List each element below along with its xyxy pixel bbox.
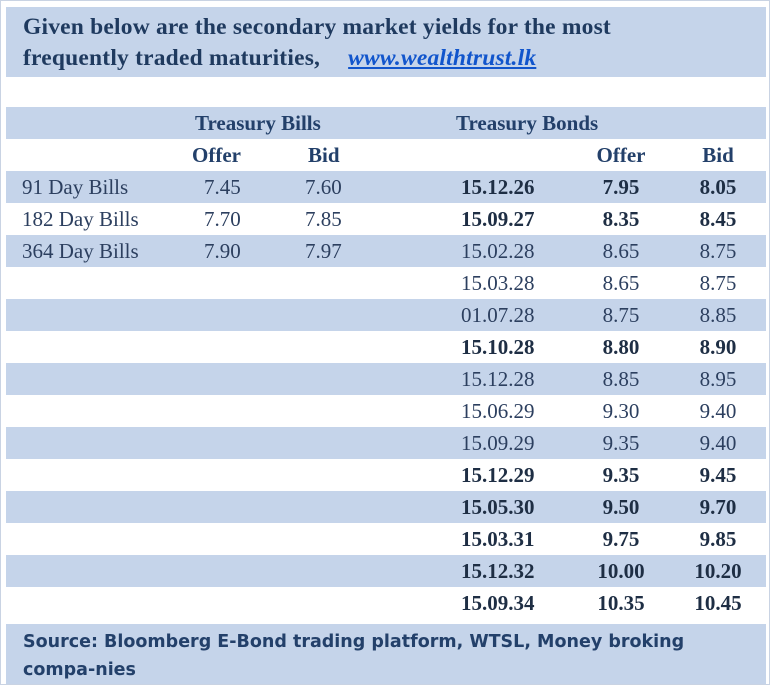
bond-maturity: 15.12.29 (461, 463, 535, 487)
bond-maturity: 15.12.32 (461, 559, 535, 583)
bond-offer: 9.30 (602, 399, 640, 423)
bond-offer: 8.85 (602, 367, 640, 391)
bond-offer: 10.00 (597, 559, 645, 583)
bond-maturity: 15.06.29 (461, 399, 535, 423)
bond-maturity: 01.07.28 (461, 303, 535, 327)
table-row: 15.09.34 10.35 10.45 (6, 587, 766, 619)
bond-bid: 8.45 (699, 207, 737, 231)
table-row: 15.12.29 9.35 9.45 (6, 459, 766, 491)
bond-offer: 8.75 (602, 303, 640, 327)
bond-maturity: 15.09.29 (461, 431, 535, 455)
bond-bid: 8.75 (699, 239, 737, 263)
table-row: 364 Day Bills 7.90 7.97 15.02.28 8.65 8.75 (6, 235, 766, 267)
table-row: 15.12.28 8.85 8.95 (6, 363, 766, 395)
table-row: 182 Day Bills 7.70 7.85 15.09.27 8.35 8.45 (6, 203, 766, 235)
bond-offer: 9.35 (602, 463, 640, 487)
bond-bid: 10.20 (694, 559, 742, 583)
table-row: 15.10.28 8.80 8.90 (6, 331, 766, 363)
bond-bid: 9.85 (699, 527, 737, 551)
bonds-offer-header: Offer (596, 143, 646, 167)
bond-maturity: 15.03.31 (461, 527, 535, 551)
bond-maturity: 15.02.28 (461, 239, 535, 263)
treasury-bills-title: Treasury Bills (195, 111, 321, 135)
heading-line-2: frequently traded maturities, www.wealtht… (23, 43, 754, 74)
website-link[interactable]: www.wealthtrust.lk (348, 45, 537, 71)
bond-offer: 9.35 (602, 431, 640, 455)
table-row: 15.03.28 8.65 8.75 (6, 267, 766, 299)
bills-offer-header: Offer (192, 143, 241, 167)
section-title-row: Treasury Bills Treasury Bonds (6, 107, 766, 139)
table-row: 15.06.29 9.30 9.40 (6, 395, 766, 427)
bond-bid: 9.40 (699, 399, 737, 423)
treasury-bonds-title: Treasury Bonds (456, 111, 599, 135)
bill-label: 91 Day Bills (22, 175, 129, 199)
bond-bid: 8.05 (699, 175, 737, 199)
bill-offer: 7.70 (204, 207, 241, 231)
spacer (6, 77, 766, 107)
heading-line-1: Given below are the secondary market yie… (23, 14, 611, 40)
bond-maturity: 15.09.27 (461, 207, 535, 231)
bonds-bid-header: Bid (702, 143, 734, 167)
bond-bid: 8.90 (699, 335, 737, 359)
bond-maturity: 15.05.30 (461, 495, 535, 519)
bond-maturity: 15.09.34 (461, 591, 535, 615)
bond-offer: 8.80 (602, 335, 640, 359)
bond-bid: 10.45 (694, 591, 742, 615)
bond-maturity: 15.12.26 (461, 175, 535, 199)
bill-bid: 7.85 (305, 207, 342, 231)
bond-offer: 7.95 (602, 175, 640, 199)
table-row: 15.05.30 9.50 9.70 (6, 491, 766, 523)
bond-offer: 10.35 (597, 591, 645, 615)
bond-bid: 8.85 (699, 303, 737, 327)
bond-maturity: 15.10.28 (461, 335, 535, 359)
bond-offer: 9.50 (602, 495, 640, 519)
table-row: 01.07.28 8.75 8.85 (6, 299, 766, 331)
table-row: 15.09.29 9.35 9.40 (6, 427, 766, 459)
column-header-row: Offer Bid Offer Bid (6, 139, 766, 171)
table-row: 91 Day Bills 7.45 7.60 15.12.26 7.95 8.05 (6, 171, 766, 203)
bill-offer: 7.45 (204, 175, 241, 199)
bond-bid: 8.95 (699, 367, 737, 391)
bond-maturity: 15.03.28 (461, 271, 535, 295)
bond-offer: 8.65 (602, 271, 640, 295)
bond-maturity: 15.12.28 (461, 367, 535, 391)
table-row: 15.03.31 9.75 9.85 (6, 523, 766, 555)
bill-label: 364 Day Bills (22, 239, 139, 263)
bill-bid: 7.60 (305, 175, 342, 199)
source-note: Source: Bloomberg E-Bond trading platfor… (6, 624, 766, 684)
bond-offer: 9.75 (602, 527, 640, 551)
panel-heading: Given below are the secondary market yie… (6, 7, 766, 77)
bond-offer: 8.35 (602, 207, 640, 231)
bill-offer: 7.90 (204, 239, 241, 263)
bond-bid: 9.70 (699, 495, 737, 519)
bond-bid: 9.40 (699, 431, 737, 455)
bond-bid: 9.45 (699, 463, 737, 487)
heading-line-2-text: frequently traded maturities, (23, 45, 321, 71)
bond-bid: 8.75 (699, 271, 737, 295)
bill-bid: 7.97 (305, 239, 342, 263)
bond-offer: 8.65 (602, 239, 640, 263)
table-row: 15.12.32 10.00 10.20 (6, 555, 766, 587)
bills-bid-header: Bid (308, 143, 340, 167)
bill-label: 182 Day Bills (22, 207, 139, 231)
